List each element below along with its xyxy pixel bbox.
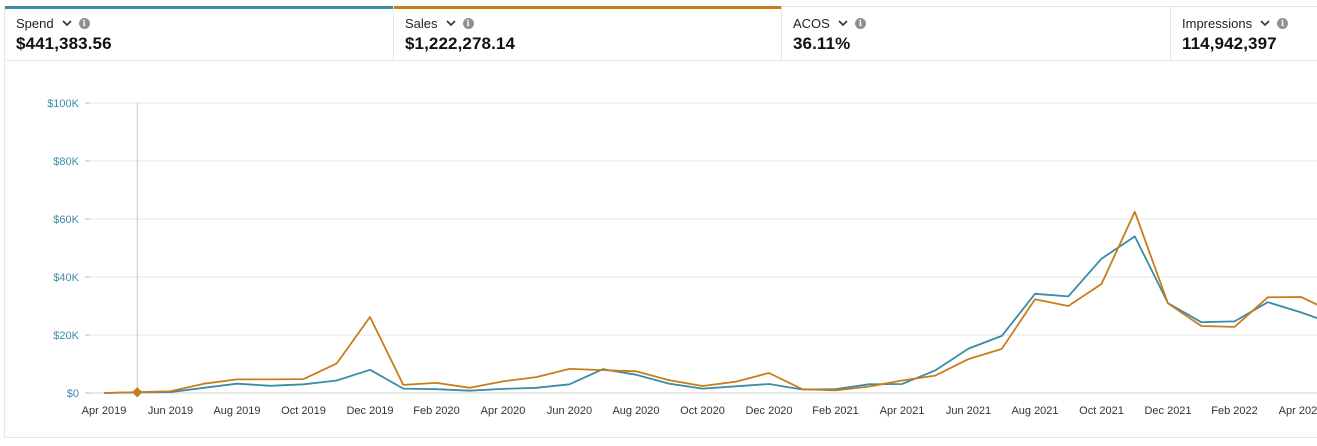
chart-area: $0 $20K $40K $60K $80K $100K Apr 2019 Jun 2019 A…: [5, 61, 1317, 439]
line-chart[interactable]: $0 $20K $40K $60K $80K $100K Apr 2019 Jun 2019 A…: [5, 61, 1317, 439]
y-tick-label: $0: [67, 388, 79, 400]
x-tick-label: Feb 2022: [1211, 405, 1257, 417]
y-tick-label: $60K: [53, 214, 79, 226]
x-tick-label: Aug 2019: [213, 405, 260, 417]
x-tick-label: Jun 2020: [547, 405, 592, 417]
x-tick-label: Dec 2021: [1144, 405, 1191, 417]
hover-point-sales[interactable]: [132, 387, 143, 398]
metric-label: ACOS: [793, 15, 830, 31]
y-tick-label: $80K: [53, 156, 79, 168]
x-tick-label: Dec 2020: [745, 405, 792, 417]
x-tick-label: Apr 2021: [880, 405, 925, 417]
y-tick-label: $20K: [53, 330, 79, 342]
metric-label: Sales: [405, 15, 438, 31]
metric-value: 114,942,397: [1182, 34, 1277, 53]
info-icon[interactable]: i: [462, 17, 474, 29]
chevron-down-icon[interactable]: [61, 17, 73, 29]
info-icon[interactable]: i: [78, 17, 90, 29]
y-tick-label: $100K: [47, 98, 79, 110]
x-tick-label: Jun 2019: [148, 405, 193, 417]
performance-widget: Spend i $441,383.56 Sales i $1,222,278.1…: [4, 6, 1317, 438]
metric-color-bar: [394, 6, 781, 9]
x-tick-label: Oct 2021: [1079, 405, 1124, 417]
info-icon[interactable]: i: [1277, 17, 1289, 29]
x-tick-label: Oct 2019: [281, 405, 326, 417]
x-tick-label: Feb 2021: [812, 405, 858, 417]
metric-value: $441,383.56: [16, 34, 112, 53]
x-tick-label: Apr 2022: [1279, 405, 1317, 417]
chevron-down-icon[interactable]: [445, 17, 457, 29]
metric-tabs: Spend i $441,383.56 Sales i $1,222,278.1…: [5, 6, 1317, 61]
series-line-spend[interactable]: [103, 235, 1317, 394]
metric-label: Spend: [16, 15, 54, 31]
chevron-down-icon[interactable]: [837, 17, 849, 29]
x-tick-label: Oct 2020: [680, 405, 725, 417]
metric-tab-impressions[interactable]: Impressions i 114,942,397: [1171, 7, 1317, 60]
metric-color-bar: [5, 6, 393, 9]
x-tick-label: Dec 2019: [346, 405, 393, 417]
y-tick-label: $40K: [53, 272, 79, 284]
x-tick-label: Apr 2019: [82, 405, 127, 417]
x-tick-label: Feb 2020: [413, 405, 459, 417]
metric-value: 36.11%: [793, 34, 851, 53]
metric-tab-spend[interactable]: Spend i $441,383.56: [5, 6, 394, 60]
chevron-down-icon[interactable]: [1259, 17, 1271, 29]
metric-tab-acos[interactable]: ACOS i 36.11%: [782, 7, 1171, 60]
metric-value: $1,222,278.14: [405, 34, 516, 53]
x-tick-label: Aug 2020: [612, 405, 659, 417]
x-tick-label: Apr 2020: [481, 405, 526, 417]
metric-tab-sales[interactable]: Sales i $1,222,278.14: [394, 6, 782, 60]
info-icon[interactable]: i: [854, 17, 866, 29]
x-tick-label: Jun 2021: [946, 405, 991, 417]
metric-label: Impressions: [1182, 15, 1253, 31]
x-tick-label: Aug 2021: [1011, 405, 1058, 417]
series-line-sales[interactable]: [103, 210, 1317, 394]
